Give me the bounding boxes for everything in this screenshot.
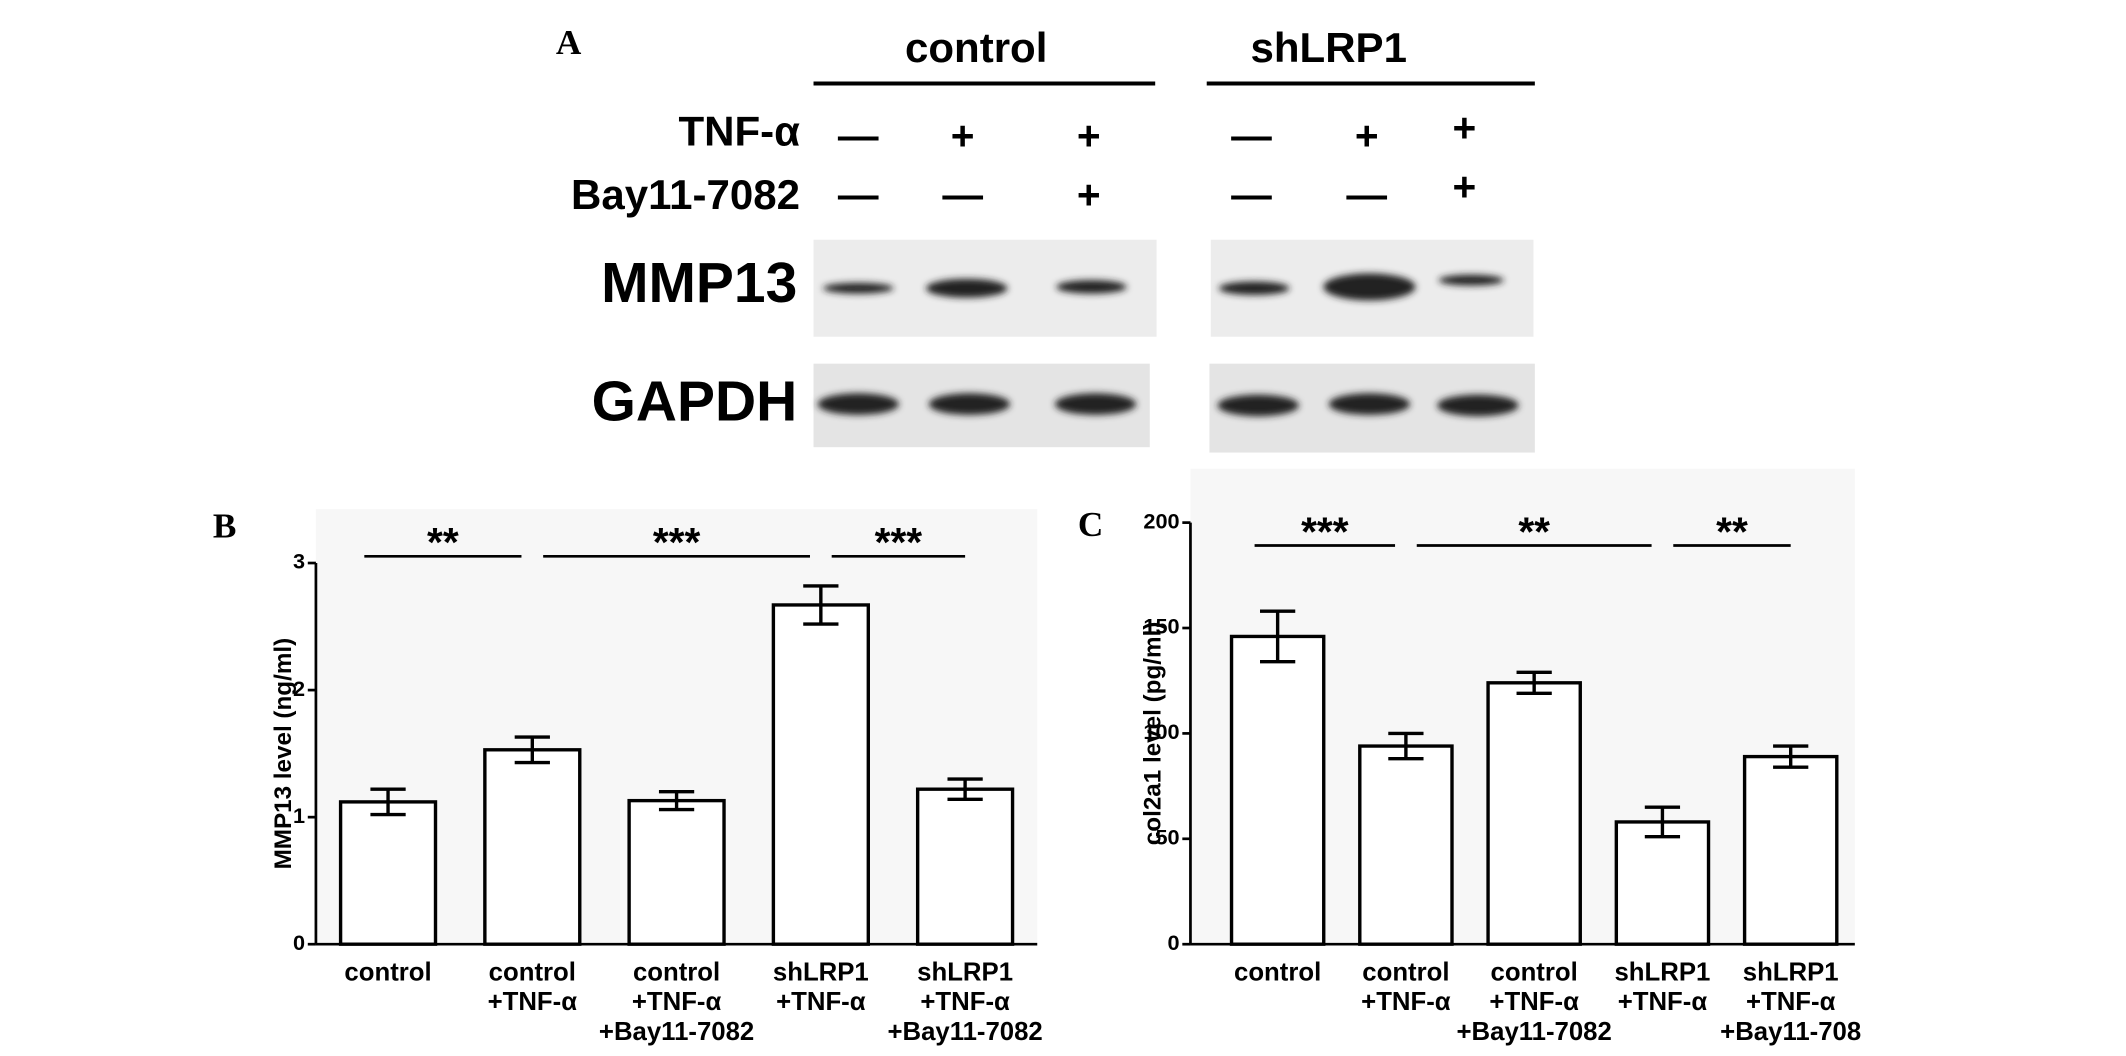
bar xyxy=(915,787,1015,946)
y-tick-label: 3 xyxy=(293,549,305,574)
y-axis-label: MMP13 level (ng/ml) xyxy=(270,638,297,870)
x-tick-label: shLRP1 xyxy=(917,959,1013,987)
error-bar xyxy=(803,584,839,626)
y-tick-label: 1 xyxy=(293,803,305,828)
x-tick-label: +TNF-α xyxy=(488,988,578,1016)
y-axis-label: col2a1 level (pg/ml) xyxy=(1139,622,1166,846)
y-tick-label: 200 xyxy=(1143,508,1179,533)
significance-label: ** xyxy=(427,519,459,565)
x-tick-label: +TNF-α xyxy=(1489,988,1579,1016)
error-bar xyxy=(370,787,406,817)
y-tick-label: 50 xyxy=(1155,825,1179,850)
x-tick-label: control xyxy=(1362,959,1449,987)
bar xyxy=(1229,634,1326,946)
panel-label: B xyxy=(213,506,237,545)
x-tick-label: +Bay11-7082 xyxy=(1457,1018,1612,1046)
western-blot: A control shLRP1 TNF-α Bay11-7082 MMP13 … xyxy=(556,23,1535,453)
significance-label: ** xyxy=(1716,509,1748,555)
x-tick-label: shLRP1 xyxy=(1615,959,1711,987)
band-label: GAPDH xyxy=(592,371,798,434)
bands xyxy=(817,273,1519,417)
bar xyxy=(1486,681,1582,946)
error-bar xyxy=(514,735,550,765)
x-tick-label: +TNF-α xyxy=(1361,988,1451,1016)
y-tick-label: 2 xyxy=(293,676,305,701)
treatment-mark: — xyxy=(838,172,879,218)
x-tick-label: +Bay11-708 xyxy=(1720,1018,1861,1046)
row-label: Bay11-7082 xyxy=(571,171,800,218)
panel-label: C xyxy=(1078,505,1103,544)
x-tick-label: control xyxy=(633,959,720,987)
error-bar xyxy=(1260,609,1296,664)
x-tick-label: +Bay11-7082 xyxy=(887,1018,1042,1046)
significance-label: *** xyxy=(875,519,923,565)
treatment-mark: — xyxy=(1346,172,1387,218)
y-tick-label: 0 xyxy=(293,930,305,955)
row-label: TNF-α xyxy=(678,108,800,155)
x-tick-label: +TNF-α xyxy=(920,988,1010,1016)
y-tick-label: 0 xyxy=(1168,930,1180,955)
panel-label: A xyxy=(556,23,582,62)
y-tick-label: 150 xyxy=(1143,614,1179,639)
x-tick-label: control xyxy=(1234,959,1321,987)
treatment-mark: + xyxy=(1077,172,1101,218)
bar xyxy=(1742,754,1839,946)
error-bar xyxy=(1516,670,1552,696)
treatment-mark: + xyxy=(1452,164,1476,210)
group-label: control xyxy=(905,24,1047,71)
bar xyxy=(483,748,582,946)
x-tick-label: +TNF-α xyxy=(1618,988,1708,1016)
x-tick-label: +TNF-α xyxy=(776,988,866,1016)
treatment-mark: — xyxy=(942,172,983,218)
significance-label: *** xyxy=(1301,509,1349,555)
treatment-mark: — xyxy=(1231,172,1272,218)
treatment-mark: + xyxy=(1452,104,1476,150)
error-bar xyxy=(658,790,695,812)
error-bar xyxy=(947,777,983,802)
error-bar xyxy=(1388,731,1424,761)
x-tick-label: control xyxy=(489,959,576,987)
bar xyxy=(771,603,870,946)
bar xyxy=(627,798,726,946)
treatment-mark: + xyxy=(1355,113,1379,159)
x-tick-label: shLRP1 xyxy=(1743,959,1839,987)
bar xyxy=(1358,744,1454,946)
x-tick-label: +TNF-α xyxy=(632,988,722,1016)
x-tick-label: +Bay11-7082 xyxy=(599,1018,754,1046)
x-tick-label: control xyxy=(344,959,431,987)
significance-label: *** xyxy=(653,519,701,565)
bar xyxy=(1614,820,1711,946)
x-tick-label: shLRP1 xyxy=(773,959,869,987)
x-tick-label: control xyxy=(1491,959,1578,987)
treatment-mark: + xyxy=(951,113,975,159)
x-tick-label: +TNF-α xyxy=(1746,988,1836,1016)
bar xyxy=(338,800,438,946)
significance-label: ** xyxy=(1518,509,1550,555)
y-tick-label: 100 xyxy=(1143,719,1179,744)
treatment-mark: — xyxy=(838,113,879,159)
band-label: MMP13 xyxy=(601,252,797,315)
error-bar xyxy=(1644,805,1681,839)
treatment-mark: + xyxy=(1077,113,1101,159)
group-label: shLRP1 xyxy=(1251,24,1407,71)
error-bar xyxy=(1773,744,1809,769)
treatment-mark: — xyxy=(1231,113,1272,159)
